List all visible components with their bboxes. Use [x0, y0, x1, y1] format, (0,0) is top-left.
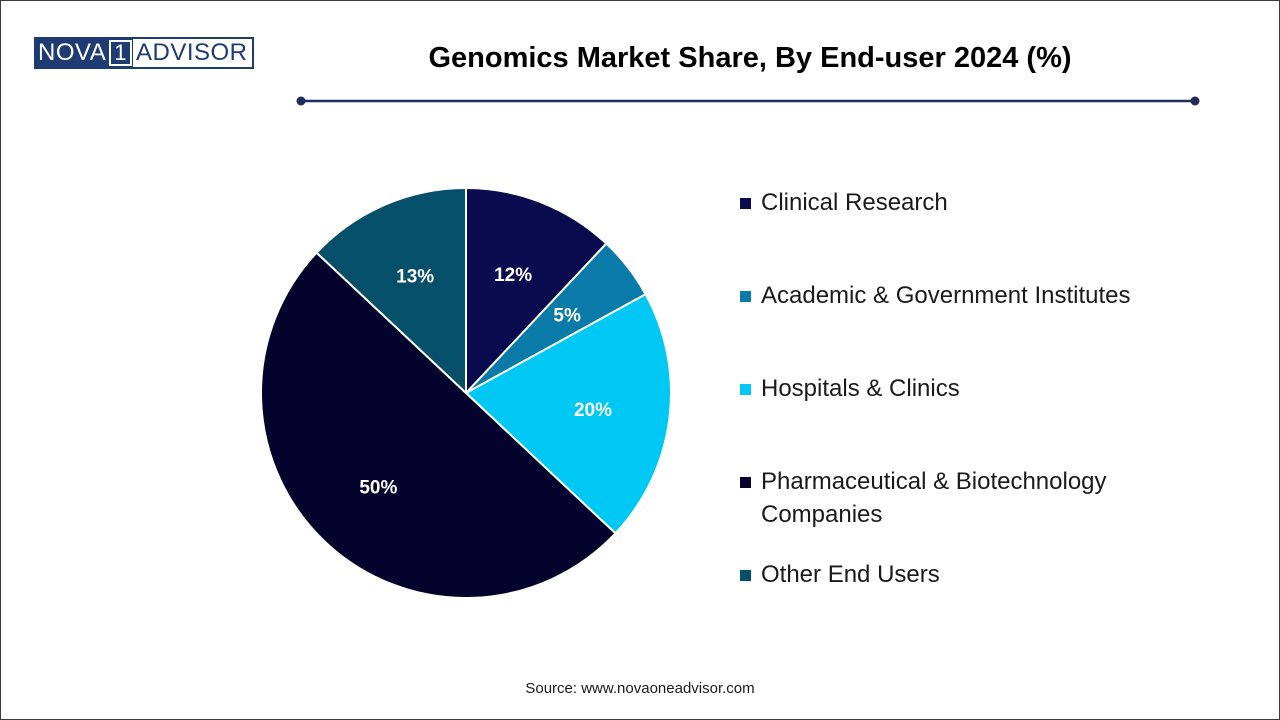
- legend-label-1: Academic & Government Institutes: [761, 282, 1131, 309]
- legend-item-4: Other End Users: [740, 558, 940, 591]
- legend-item-3: Pharmaceutical & Biotechnology Companies: [740, 465, 1181, 531]
- legend-item-0: Clinical Research: [740, 186, 948, 219]
- slice-label-3: 50%: [359, 477, 397, 498]
- slice-label-2: 20%: [574, 400, 612, 421]
- chart-title: Genomics Market Share, By End-user 2024 …: [428, 42, 1072, 74]
- pie-slice-0: [465, 186, 608, 396]
- legend-label-2: Hospitals & Clinics: [761, 375, 960, 402]
- legend-label-3: Pharmaceutical & Biotechnology Companies: [761, 468, 1107, 528]
- pie-slice-2: [464, 292, 672, 535]
- source-note: Source: www.novaoneadvisor.com: [525, 680, 755, 697]
- pie-slice-4: [315, 186, 467, 396]
- pie-slice-3: [260, 251, 617, 599]
- logo-mark-digit: 1: [109, 40, 132, 66]
- slice-label-0: 12%: [494, 265, 532, 286]
- legend-item-2: Hospitals & Clinics: [740, 372, 960, 405]
- legend-swatch-2: [740, 384, 751, 395]
- legend-label-4: Other End Users: [761, 561, 940, 588]
- legend-swatch-0: [740, 198, 751, 209]
- slice-label-4: 13%: [396, 267, 434, 288]
- brand-logo: NOVA 1 ADVISOR: [34, 37, 254, 69]
- legend-label-0: Clinical Research: [761, 189, 948, 216]
- logo-text-right: ADVISOR: [132, 37, 254, 69]
- legend-swatch-3: [740, 477, 751, 488]
- logo-text-left: NOVA: [34, 37, 109, 69]
- legend-item-1: Academic & Government Institutes: [740, 279, 1131, 312]
- legend-swatch-1: [740, 291, 751, 302]
- logo-mark: 1: [108, 37, 133, 69]
- legend-swatch-4: [740, 570, 751, 581]
- slice-label-1: 5%: [553, 306, 581, 327]
